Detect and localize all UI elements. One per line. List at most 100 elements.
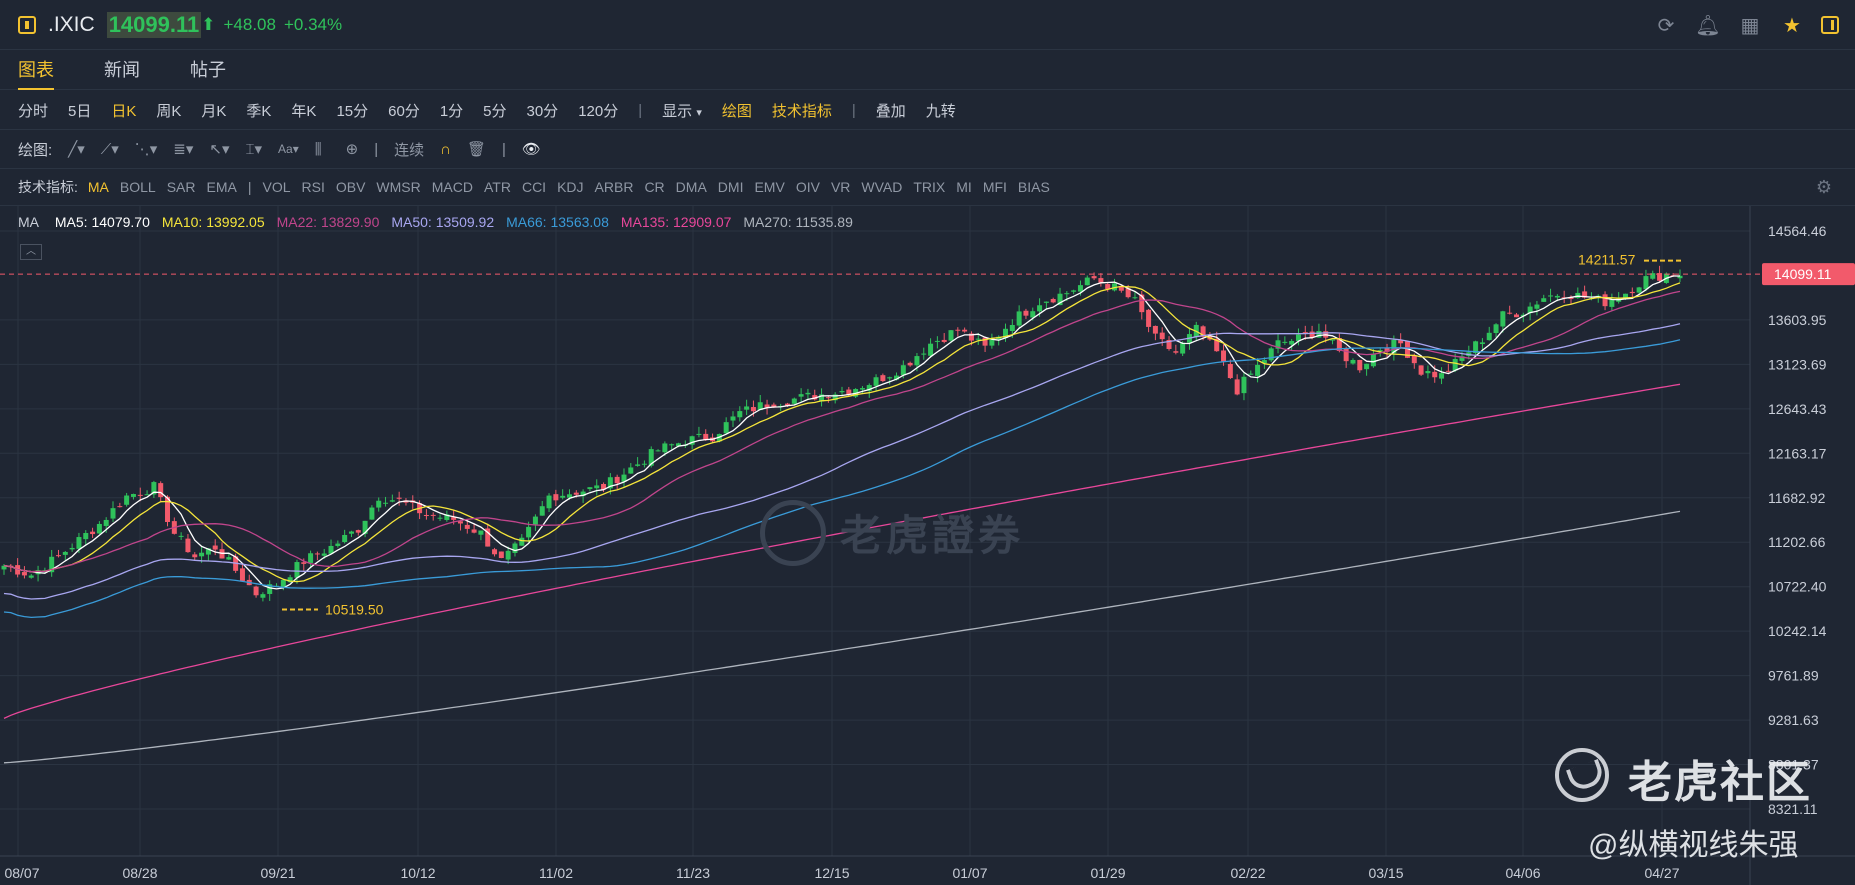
tab-news[interactable]: 新闻 — [104, 59, 140, 80]
collapse-legend-button[interactable]: ︿ — [20, 244, 42, 260]
indicator-mfi[interactable]: MFI — [982, 179, 1007, 195]
candle-body — [301, 562, 307, 564]
indicator-macd[interactable]: MACD — [431, 179, 473, 195]
candle-body — [601, 484, 607, 490]
period-quarterly[interactable]: 季K — [246, 102, 272, 120]
candle-body — [239, 568, 245, 581]
indicator-bias[interactable]: BIAS — [1017, 179, 1050, 195]
candle-body — [1309, 331, 1315, 338]
candle-body — [1071, 290, 1077, 292]
panel-icon[interactable] — [1821, 16, 1839, 34]
tab-chart[interactable]: 图表 — [18, 50, 54, 90]
candle-body — [328, 545, 334, 554]
nine-turn-button[interactable]: 九转 — [925, 102, 956, 120]
zoom-icon[interactable]: ⊕ — [345, 141, 359, 158]
candle-body — [505, 550, 511, 560]
last-price: 14099.11 — [106, 11, 202, 38]
indicator-atr[interactable]: ATR — [483, 179, 511, 195]
indicator-dma[interactable]: DMA — [675, 179, 707, 195]
center-watermark: 老虎證券 — [840, 512, 1025, 559]
arrow-tool-icon[interactable]: ↖▾ — [209, 141, 230, 158]
period-weekly[interactable]: 周K — [156, 102, 182, 120]
magnet-icon[interactable]: ∩ — [440, 140, 451, 158]
candle-body — [178, 535, 184, 537]
indicator-rsi[interactable]: RSI — [301, 179, 325, 195]
indicator-wmsr[interactable]: WMSR — [376, 179, 421, 195]
candle-body — [1139, 294, 1145, 313]
indicator-vol[interactable]: VOL — [262, 179, 291, 195]
candle-body — [362, 520, 368, 534]
candlestick-chart[interactable]: 14564.46 13603.95 13123.69 12643.43 12163.17… — [0, 206, 1855, 885]
period-monthly[interactable]: 月K — [201, 102, 227, 120]
high-label: 14211.57 — [1578, 252, 1636, 268]
wave-tool-icon[interactable]: ⋱▾ — [134, 141, 158, 158]
trash-icon[interactable]: 🗑︎ — [466, 141, 486, 158]
period-yearly[interactable]: 年K — [291, 102, 317, 120]
period-1min[interactable]: 1分 — [439, 102, 464, 120]
grid-icon[interactable]: ▦ — [1740, 14, 1760, 37]
fib-tool-icon[interactable]: ≣▾ — [173, 141, 194, 158]
indicator-vr[interactable]: VR — [830, 179, 851, 195]
text-tool-icon[interactable]: ⌶▾ — [245, 141, 263, 158]
draw-toggle[interactable]: 绘图 — [721, 102, 752, 120]
indicator-obv[interactable]: OBV — [335, 179, 366, 195]
indicator-boll[interactable]: BOLL — [119, 179, 156, 195]
indicator-oiv[interactable]: OIV — [795, 179, 820, 195]
line-tool-icon[interactable]: ╱▾ — [68, 141, 85, 158]
tech-indicator-toggle[interactable]: 技术指标 — [771, 102, 832, 120]
gear-icon[interactable]: ⚙ — [1815, 177, 1832, 197]
period-15min[interactable]: 15分 — [336, 102, 369, 120]
indicator-kdj[interactable]: KDJ — [557, 179, 584, 195]
candle-body — [1050, 298, 1056, 303]
candle-body — [485, 528, 491, 547]
candle-body — [1132, 297, 1138, 299]
ma-legend-item: MA22: 13829.90 — [276, 214, 380, 230]
indicator-emv[interactable]: EMV — [754, 179, 785, 195]
candle-body — [130, 494, 136, 497]
period-5day[interactable]: 5日 — [68, 102, 92, 120]
period-30min[interactable]: 30分 — [526, 102, 559, 120]
period-daily[interactable]: 日K — [111, 102, 137, 120]
font-tool-icon[interactable]: Aa▾ — [278, 142, 299, 156]
indicator-sar[interactable]: SAR — [166, 179, 196, 195]
candle-body — [532, 516, 538, 525]
overlay-button[interactable]: 叠加 — [875, 102, 906, 120]
candle-body — [703, 433, 709, 440]
indicator-ma[interactable]: MA — [87, 179, 109, 195]
candle-body — [669, 444, 675, 446]
indicator-ema[interactable]: EMA — [206, 179, 237, 195]
candle-body — [321, 553, 327, 556]
period-intraday[interactable]: 分时 — [18, 102, 49, 120]
period-5min[interactable]: 5分 — [483, 102, 507, 120]
indicator-cr[interactable]: CR — [644, 179, 665, 195]
indicator-dmi[interactable]: DMI — [717, 179, 744, 195]
tab-posts[interactable]: 帖子 — [190, 59, 226, 80]
eye-icon[interactable]: 👁︎ — [521, 141, 541, 158]
candle-body — [566, 494, 572, 498]
bell-icon[interactable]: 🔔︎ — [1695, 14, 1721, 37]
indicator-arbr[interactable]: ARBR — [594, 179, 634, 195]
indicator-cci[interactable]: CCI — [521, 179, 547, 195]
indicator-wvad[interactable]: WVAD — [861, 179, 903, 195]
period-120min[interactable]: 120分 — [578, 102, 619, 120]
candle-body — [1629, 291, 1635, 294]
star-icon[interactable]: ★ — [1783, 14, 1801, 37]
community-watermark: 老虎社区 — [1628, 758, 1812, 807]
candle-body — [165, 496, 171, 523]
candle-body — [1554, 295, 1560, 298]
indicator-mi[interactable]: MI — [956, 179, 972, 195]
candle-body — [369, 507, 375, 520]
candle-body — [689, 436, 695, 445]
display-dropdown[interactable]: 显示 ▾ — [662, 100, 702, 121]
indicator-trix[interactable]: TRIX — [913, 179, 946, 195]
continuous-toggle[interactable]: 连续 — [394, 141, 425, 159]
candle-body — [1084, 277, 1090, 286]
sidebar-toggle-icon[interactable] — [18, 15, 36, 34]
y-tick-label: 12643.43 — [1768, 401, 1827, 417]
bar-pattern-icon[interactable]: ⫼ — [314, 140, 322, 158]
refresh-icon[interactable]: ⟳ — [1657, 14, 1675, 37]
period-60min[interactable]: 60分 — [388, 102, 420, 120]
candle-body — [1568, 297, 1574, 299]
polyline-tool-icon[interactable]: ⟋▾ — [100, 141, 119, 158]
candle-body — [1214, 338, 1220, 352]
